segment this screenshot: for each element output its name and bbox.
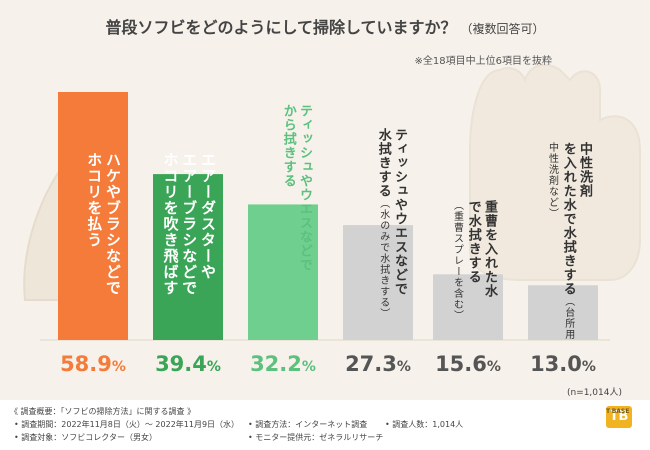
bar-label-paren-4: （水のみで水拭きする） [377, 198, 389, 319]
value-label-5: 15.6% [423, 352, 513, 376]
bar-4 [343, 225, 413, 340]
logo-text: T-BASE [606, 408, 630, 415]
bar-1 [58, 92, 128, 340]
sample-size: (n=1,014人) [566, 388, 622, 398]
value-label-2: 39.4% [143, 352, 233, 376]
bar-label-2: エアーダスターや エアーブラシなどで ホコリを吹き飛ばす [159, 152, 218, 296]
survey-footer: 《 調査概要：「ソフビの掃除方法」に関する調査 》 • 調査期間：2022年11… [0, 400, 650, 450]
footer-period: • 調査期間：2022年11月8日（火）～ 2022年11月9日（水） [14, 420, 240, 429]
bar-5 [433, 274, 503, 340]
bar-6 [528, 285, 598, 340]
bar-label-main-1: ハケやブラシなどで ホコリを払う [85, 152, 122, 296]
value-unit-6: % [581, 359, 596, 375]
bar-label-main-2: エアーダスターや エアーブラシなどで ホコリを吹き飛ばす [161, 152, 218, 296]
footer-count: • 調査人数：1,014人 [385, 420, 464, 429]
glove-illustration [469, 63, 641, 281]
chart-note: ※全18項目中上位6項目を抜粋 [414, 56, 552, 67]
value-number-5: 15.6 [435, 352, 487, 376]
value-unit-1: % [111, 359, 126, 375]
value-label-4: 27.3% [333, 352, 423, 376]
value-unit-2: % [206, 359, 221, 375]
value-number-2: 39.4 [155, 352, 207, 376]
title-main: 普段ソフビをどのようにして掃除していますか？ [105, 18, 457, 37]
footer-target: • 調査対象：ソフビコレクター（男女） [14, 433, 157, 442]
bar-label-6: 中性洗剤 を入れた水で水拭きする（台所用中性洗剤など） [534, 142, 593, 342]
bar-label-3: ティッシュやウエスなどで から拭きする [254, 104, 312, 272]
value-unit-4: % [396, 359, 411, 375]
value-label-6: 13.0% [518, 352, 608, 376]
footer-method: • 調査方法：インターネット調査 [248, 420, 368, 429]
bar-2 [153, 174, 223, 340]
bar-label-1: ハケやブラシなどで ホコリを払う [64, 152, 122, 296]
value-number-6: 13.0 [530, 352, 582, 376]
title-sub: （複数回答可） [460, 22, 545, 36]
bar-label-4: ティッシュやウエスなどで 水拭きする（水のみで水拭きする） [349, 128, 407, 319]
value-unit-3: % [301, 359, 316, 375]
value-label-3: 32.2% [238, 352, 328, 376]
bar-3 [248, 204, 318, 340]
bar-label-paren-5: （重曹スプレーを含む） [451, 200, 463, 321]
bar-label-main-5: 重曹を入れた水 で水拭きする [465, 200, 497, 298]
bar-label-main-4: ティッシュやウエスなどで 水拭きする [375, 128, 407, 296]
bar-label-main-3: ティッシュやウエスなどで から拭きする [280, 104, 312, 272]
value-number-1: 58.9 [60, 352, 112, 376]
value-label-1: 58.9% [48, 352, 138, 376]
value-number-3: 32.2 [250, 352, 302, 376]
t-base-logo: TB T-BASE [606, 406, 638, 442]
bar-label-paren-6: （台所用中性洗剤など） [546, 142, 574, 340]
value-number-4: 27.3 [345, 352, 397, 376]
footer-heading: 《 調査概要：「ソフビの掃除方法」に関する調査 》 [10, 407, 196, 416]
chart-title: 普段ソフビをどのようにして掃除していますか？ （複数回答可） [0, 14, 650, 38]
value-unit-5: % [486, 359, 501, 375]
bar-label-5: 重曹を入れた水 で水拭きする（重曹スプレーを含む） [439, 200, 498, 400]
bar-label-main-6: 中性洗剤 を入れた水で水拭きする [560, 142, 592, 296]
footer-provider: • モニター提供元：ゼネラルリサーチ [248, 433, 384, 442]
logo-mark: TB [606, 406, 632, 428]
